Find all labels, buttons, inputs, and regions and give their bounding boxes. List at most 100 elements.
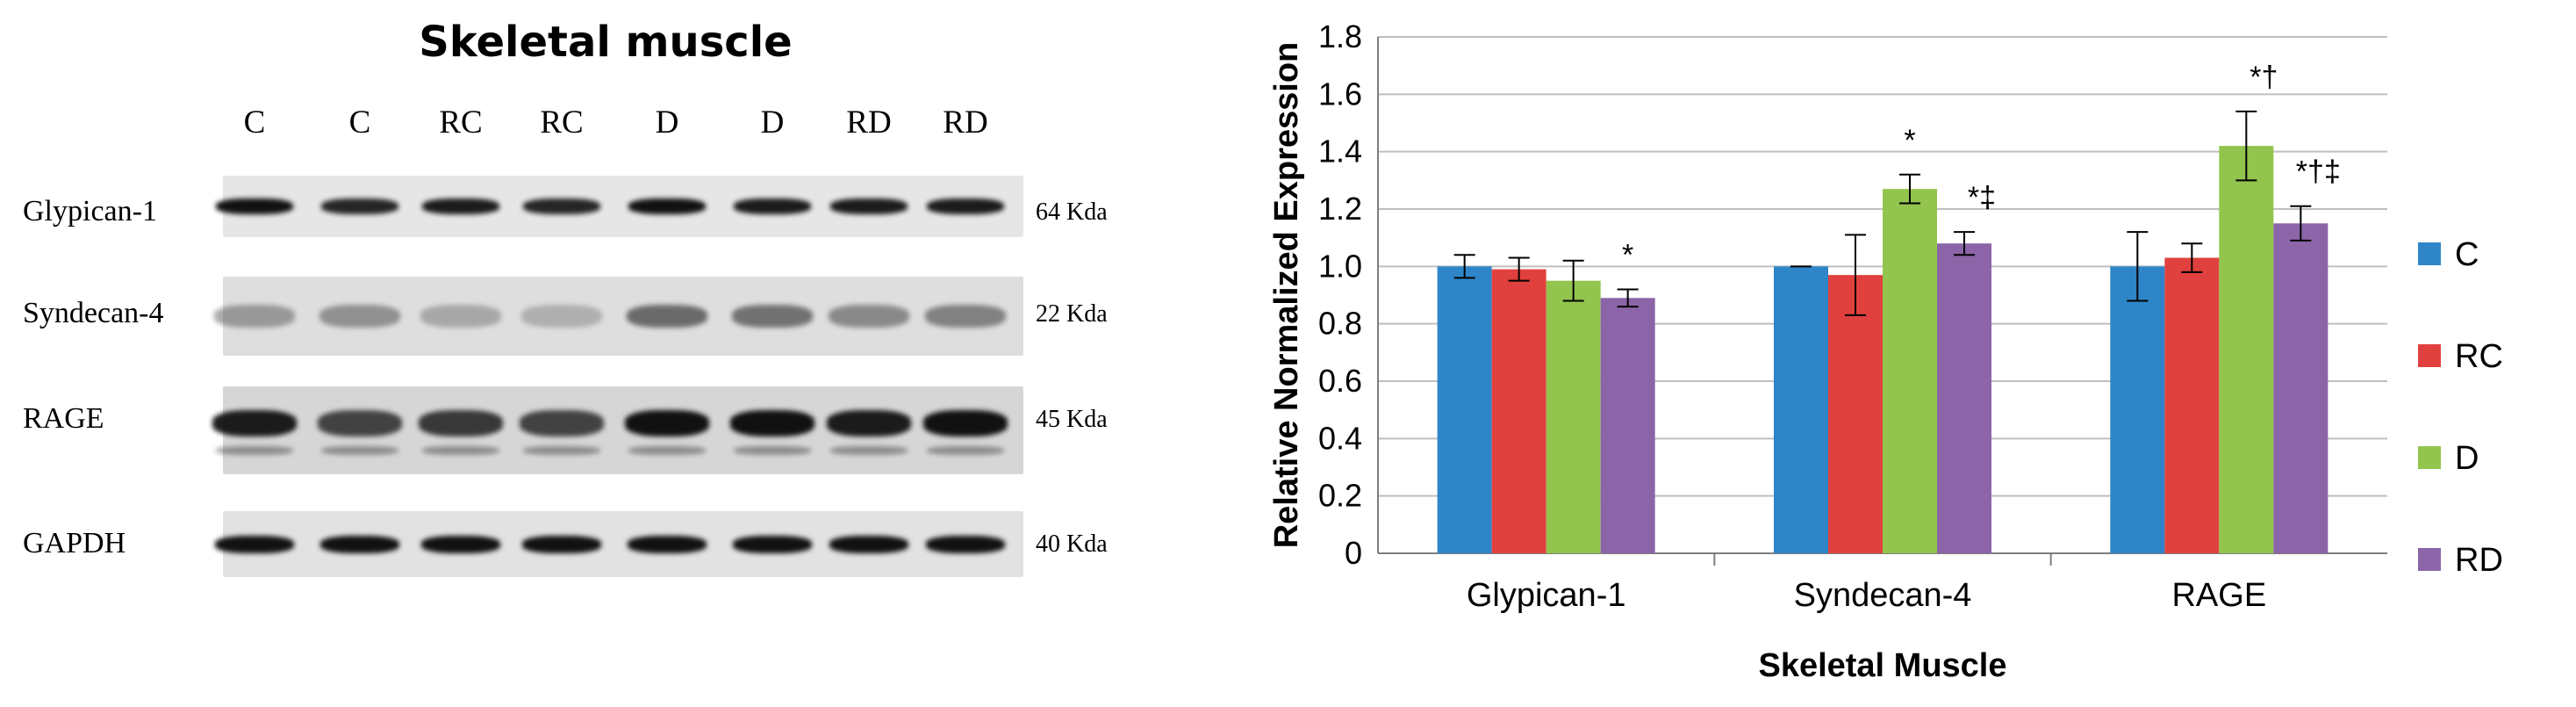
blot-strip [214,277,1023,356]
y-tick-label: 1.0 [1318,248,1362,284]
lane-label: RC [540,105,584,141]
blot-band [419,410,503,436]
y-tick-label: 0 [1345,535,1362,571]
blot-band-lower [321,446,398,455]
significance-marker: * [1904,124,1915,157]
blot-strip [216,176,1023,237]
legend-swatch-c [2418,242,2441,265]
bar-rd [1600,298,1655,553]
blot-row-label: Syndecan-4 [23,297,164,329]
blot-band [925,305,1006,328]
bar-rc [1491,269,1546,553]
bar-c [1437,266,1492,553]
blot-band-lower [523,446,600,455]
blot-row-label: RAGE [23,402,104,435]
blot-row-label: Glypican-1 [23,195,157,227]
bar-rd [2273,223,2328,554]
blot-band [523,198,600,214]
bar-d [1546,280,1601,553]
blot-row-label: GAPDH [23,527,126,559]
kda-label: 45 Kda [1036,406,1108,433]
significance-marker: *†‡ [2296,155,2341,189]
blot-band [829,535,908,553]
western-blot-panel: Skeletal muscle C C RC RC D D RD RD Glypican-1 6… [0,0,1159,703]
bar-rc [1828,275,1883,553]
x-tick-label: Glypican-1 [1467,577,1626,614]
blot-title: Skeletal muscle [419,18,793,67]
blot-strip [212,386,1023,474]
blot-band-lower [734,446,811,455]
y-tick-label: 0.6 [1318,363,1362,399]
blot-band [628,198,706,214]
blot-band [730,410,814,436]
blot-band-lower [422,446,499,455]
y-tick-label: 0.8 [1318,306,1362,342]
blot-band [732,305,813,328]
blot-band [521,305,602,328]
y-tick-label: 1.6 [1318,76,1362,112]
blot-band [321,198,398,214]
legend-label: RC [2455,338,2503,375]
legend-label: C [2455,236,2479,273]
blot-band [212,410,297,436]
blot-band [827,410,911,436]
x-axis-title: Skeletal Muscle [1758,647,2006,684]
bar-c [2110,266,2165,553]
legend-swatch-rd [2418,548,2441,571]
y-tick-label: 1.8 [1318,18,1362,54]
blot-band-lower [216,446,293,455]
blot-band [420,305,501,328]
x-tick-label: Syndecan-4 [1794,577,1972,614]
kda-label: 64 Kda [1036,198,1108,226]
blot-band [520,410,604,436]
lane-label: C [348,105,371,141]
y-tick-label: 1.4 [1318,133,1362,170]
blot-band [421,535,500,553]
blot-band [734,198,811,214]
y-tick-label: 0.2 [1318,478,1362,514]
y-axis-title: Relative Normalized Expression [1268,42,1305,549]
blot-band [628,535,707,553]
blot-band [829,305,909,328]
y-tick-label: 1.2 [1318,191,1362,227]
lane-label: D [760,105,785,141]
lane-label: RD [846,105,892,141]
blot-band-lower [927,446,1004,455]
lane-label: C [243,105,266,141]
y-tick-label: 0.4 [1318,420,1362,456]
blot-band [216,198,293,214]
blot-band [319,305,400,328]
kda-label: 40 Kda [1036,530,1108,558]
bar-rd [1937,243,1991,553]
blot-band-lower [628,446,706,455]
blot-band [625,410,709,436]
lane-label: RD [943,105,988,141]
x-tick-label: RAGE [2171,577,2266,614]
blot-band-lower [830,446,908,455]
bar-rc [2164,257,2220,553]
significance-marker: *‡ [1968,181,1996,214]
legend-swatch-d [2418,446,2441,469]
bar-chart-panel: 0 0.2 0.4 0.6 0.8 1.0 1.2 1.4 1.6 1.8 Glypican-1 Sy… [1246,0,2576,703]
legend-swatch-rc [2418,344,2441,367]
significance-marker: *† [2250,61,2278,94]
legend-label: RD [2455,542,2503,579]
blot-band [214,305,295,328]
bar-d [2219,146,2274,553]
legend-label: D [2455,440,2479,477]
blot-band [215,535,294,553]
bar-c [1774,266,1828,553]
expression-bar-chart: 0 0.2 0.4 0.6 0.8 1.0 1.2 1.4 1.6 1.8 Glypican-1 Sy… [1268,18,2503,684]
lane-label: RC [439,105,483,141]
blot-band [422,198,499,214]
blot-band [830,198,908,214]
blot-band [923,410,1008,436]
blot-band [627,305,707,328]
kda-label: 22 Kda [1036,300,1108,328]
blot-band [926,535,1005,553]
blot-band [320,535,399,553]
significance-marker: * [1622,238,1633,271]
blot-strip [215,511,1023,577]
blot-band [318,410,402,436]
lane-label: D [655,105,679,141]
